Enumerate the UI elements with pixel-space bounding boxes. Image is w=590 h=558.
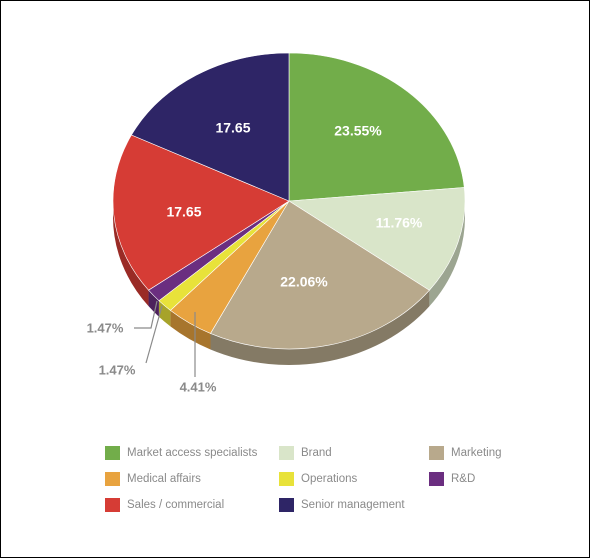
side-marketing — [210, 290, 430, 365]
slice-label-sales-commercial: 17.65 — [166, 204, 201, 220]
legend-label-r-and-d: R&D — [451, 473, 476, 485]
legend-item-sales-commercial: Sales / commercial — [105, 497, 224, 513]
legend-item-market-access: Market access specialists — [105, 445, 257, 461]
legend-item-marketing: Marketing — [429, 445, 502, 461]
slice-market-access — [288, 52, 465, 202]
side-r-and-d — [148, 290, 159, 317]
legend-label-senior-management: Senior management — [301, 499, 405, 511]
legend-swatch-senior-management — [279, 498, 294, 512]
slice-label-operations: 1.47% — [99, 362, 136, 377]
legend-label-marketing: Marketing — [451, 447, 502, 459]
pie-3d-sides — [113, 201, 466, 365]
legend-item-r-and-d: R&D — [429, 471, 475, 487]
pie-chart: 23.55% 11.76% 22.06% 4.41% 1.47% 1.47% 17.65 17… — [87, 52, 466, 395]
slice-label-r-and-d: 1.47% — [87, 320, 124, 335]
slice-senior-management — [131, 52, 290, 202]
legend-label-brand: Brand — [301, 447, 332, 459]
slice-label-senior-management: 17.65 — [215, 120, 250, 136]
side-brand — [429, 201, 466, 307]
legend-swatch-sales-commercial — [105, 498, 120, 512]
legend-label-medical-affairs: Medical affairs — [127, 473, 201, 485]
side-sales-commercial — [113, 201, 149, 307]
pie-slices — [112, 52, 466, 350]
slice-marketing — [210, 200, 430, 350]
side-medical-affairs — [170, 310, 211, 350]
legend-item-medical-affairs: Medical affairs — [105, 471, 201, 487]
legend-item-brand: Brand — [279, 445, 332, 461]
legend-item-senior-management: Senior management — [279, 497, 405, 513]
legend-swatch-marketing — [429, 446, 444, 460]
leader-lines — [134, 300, 196, 377]
leader-line-operations — [145, 305, 163, 364]
slice-labels: 23.55% 11.76% 22.06% 4.41% 1.47% 1.47% 17.65 17… — [87, 120, 423, 395]
legend-label-market-access: Market access specialists — [127, 447, 258, 459]
slice-label-marketing: 22.06% — [280, 274, 328, 290]
legend-swatch-market-access — [105, 446, 120, 460]
legend-swatch-medical-affairs — [105, 472, 120, 486]
slice-label-brand: 11.76% — [376, 215, 423, 231]
slice-sales-commercial — [112, 134, 290, 291]
legend-label-sales-commercial: Sales / commercial — [127, 499, 225, 511]
slice-label-medical-affairs: 4.41% — [180, 379, 217, 394]
legend-swatch-brand — [279, 446, 294, 460]
leader-line-r-and-d — [134, 300, 158, 329]
legend-swatch-r-and-d — [429, 472, 444, 486]
slice-label-market-access: 23.55% — [334, 123, 382, 139]
legend-swatch-operations — [279, 472, 294, 486]
slice-brand — [288, 187, 466, 291]
legend-item-operations: Operations — [279, 471, 357, 487]
legend-label-operations: Operations — [301, 473, 358, 485]
